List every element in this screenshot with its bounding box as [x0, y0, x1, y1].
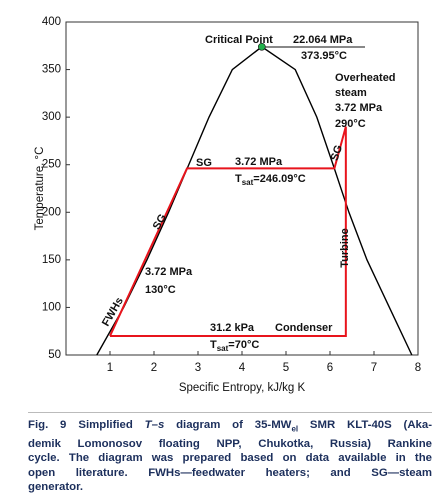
- annotation: SG: [329, 144, 345, 163]
- caption-line: cycle. The diagram was prepared based on…: [28, 452, 432, 465]
- x-tick-label: 8: [415, 362, 421, 374]
- chart: 1 2 3 4 5 6 7 8 50 100 150 200 250 300 350 400 Specific …: [34, 16, 421, 394]
- annotation: 373.95°C: [301, 50, 347, 62]
- x-axis-label: Specific Entropy, kJ/kg K: [179, 382, 306, 394]
- annotation-part: T: [235, 173, 242, 185]
- annotation-sub: sat: [217, 344, 229, 353]
- annotation: 130°C: [145, 284, 176, 296]
- annotation: 3.72 MPa: [145, 266, 193, 278]
- x-tick-label: 3: [195, 362, 201, 374]
- caption-text: SMR KLT-40S (Aka-: [298, 419, 433, 431]
- caption-line: demik Lomonosov floating NPP, Chukotka, …: [28, 437, 432, 450]
- y-tick-label: 300: [42, 111, 61, 123]
- caption: Fig. 9 Simplified T–s diagram of 35-MWel …: [28, 412, 432, 495]
- caption-text: Fig. 9: [28, 419, 67, 431]
- annotation: steam: [335, 87, 367, 99]
- annotation: 3.72 MPa: [235, 156, 283, 168]
- x-tick-label: 5: [283, 362, 289, 374]
- annotation-part: =70°C: [228, 339, 259, 351]
- annotation: Tsat=246.09°C: [235, 173, 306, 187]
- x-tick-label: 6: [327, 362, 333, 374]
- caption-text: diagram of 35-MW: [164, 419, 292, 431]
- annotation: 31.2 kPa: [210, 322, 255, 334]
- annotation: 22.064 MPa: [293, 34, 353, 46]
- caption-line: generator.: [28, 481, 84, 494]
- y-tick-label: 100: [42, 301, 61, 313]
- x-tick-label: 7: [371, 362, 377, 374]
- annotation: Condenser: [275, 322, 333, 334]
- x-tick-label: 2: [151, 362, 157, 374]
- caption-text: T: [144, 419, 152, 431]
- annotation: Critical Point: [205, 34, 273, 46]
- y-tick-label: 400: [42, 16, 61, 28]
- caption-text: s: [157, 419, 165, 431]
- caption-text: Simplified: [78, 419, 145, 431]
- critical-point: [257, 42, 266, 51]
- annotation-part: =246.09°C: [253, 173, 305, 185]
- y-tick-label: 250: [42, 159, 61, 171]
- caption-text: –: [151, 419, 158, 431]
- annotation: Turbine: [339, 228, 351, 268]
- caption-text: el: [291, 424, 299, 434]
- annotation-part: T: [210, 339, 217, 351]
- y-tick-label: 200: [42, 206, 61, 218]
- y-axis-label: Temperature, °C: [34, 147, 46, 231]
- caption-line: open literature. FWHs—feedwater heaters;…: [28, 466, 432, 479]
- y-tick-label: 50: [48, 349, 61, 361]
- y-tick-label: 350: [42, 64, 61, 76]
- annotation: SG: [196, 157, 212, 169]
- x-tick-label: 4: [239, 362, 246, 374]
- y-tick-label: 150: [42, 254, 61, 266]
- annotation: Overheated: [335, 72, 396, 84]
- series-line: [109, 126, 347, 337]
- annotation: 3.72 MPa: [335, 102, 383, 114]
- caption-line: Fig. 9 Simplified T–s diagram of 35-MWel …: [28, 418, 432, 437]
- x-tick-label: 1: [107, 362, 113, 374]
- annotation-sub: sat: [242, 178, 254, 187]
- annotation: 290°C: [335, 118, 366, 130]
- annotation: Tsat=70°C: [210, 339, 259, 353]
